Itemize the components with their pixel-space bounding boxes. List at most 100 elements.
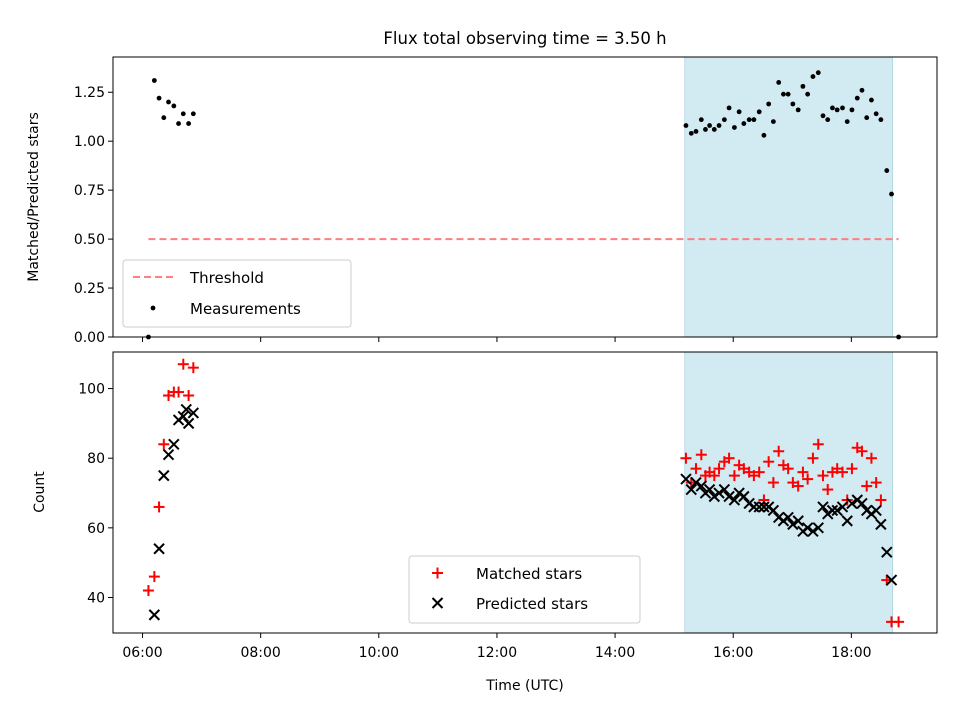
legend-matched-swatch — [432, 567, 443, 579]
measurement-point — [820, 113, 826, 119]
bottom-panel: 40 60 80 100 06:00 08:00 10:00 12:00 14:00 16:00 1… — [32, 351, 938, 694]
bottom-x-tick-label: 10:00 — [359, 645, 399, 661]
measurement-point — [731, 125, 737, 130]
top-axes-frame — [112, 56, 938, 338]
predicted-star-point — [158, 469, 170, 482]
measurement-point — [884, 168, 890, 173]
predicted-star-point — [787, 518, 799, 531]
predicted-star-stroke-b — [831, 504, 843, 517]
measurement-point — [800, 83, 806, 89]
matched-star-point — [861, 480, 873, 492]
measurement-point — [746, 117, 752, 123]
predicted-star-stroke-b — [856, 497, 868, 510]
matched-star-point — [767, 477, 779, 489]
measurement-point — [726, 105, 732, 111]
matched-star-point — [812, 438, 824, 450]
predicted-star-stroke-b — [753, 501, 765, 513]
matched-star-point — [846, 463, 858, 475]
predicted-star-point — [826, 504, 839, 517]
matched-star-point — [148, 571, 160, 583]
measurement-point — [180, 111, 186, 117]
measurement-point — [770, 119, 776, 125]
measurement-point — [849, 107, 855, 113]
predicted-star-point — [728, 494, 741, 506]
predicted-star-stroke-b — [153, 543, 165, 555]
predicted-star-point — [782, 511, 794, 524]
predicted-star-stroke-b — [885, 574, 898, 586]
matched-star-point — [177, 358, 189, 370]
legend-measurements-label: Measurements — [190, 300, 301, 318]
predicted-star-stroke-b — [680, 473, 692, 485]
predicted-star-stroke-b — [807, 525, 819, 538]
matched-star-point — [807, 452, 819, 464]
predicted-star-point — [856, 497, 868, 510]
predicted-star-stroke-b — [162, 449, 175, 461]
figure-title: Flux total observing time = 3.50 h — [383, 29, 666, 48]
predicted-star-point — [690, 476, 702, 489]
predicted-star-point — [695, 480, 708, 492]
matched-star-point — [817, 470, 829, 482]
predicted-star-point — [758, 501, 770, 513]
matched-star-point — [753, 466, 765, 478]
predicted-star-stroke-b — [158, 469, 170, 482]
legend-measurements-swatch — [150, 305, 156, 311]
measurement-point — [711, 127, 717, 132]
measurement-point — [171, 103, 177, 109]
measurement-point — [864, 115, 870, 121]
legend-predicted-stroke-b — [431, 597, 444, 609]
predicted-star-point — [753, 501, 765, 513]
matched-star-point — [792, 480, 804, 492]
predicted-star-stroke-b — [685, 483, 697, 496]
measurement-point — [834, 107, 840, 113]
predicted-star-stroke-b — [875, 518, 887, 531]
bottom-x-tick-label: 14:00 — [595, 645, 635, 661]
predicted-star-point — [718, 483, 731, 496]
predicted-star-stroke-b — [182, 417, 195, 430]
measurement-point — [151, 78, 157, 83]
predicted-star-stroke-b — [187, 407, 200, 419]
predicted-star-point — [685, 483, 697, 496]
bottom-x-tick-label: 12:00 — [477, 645, 517, 661]
matched-star-point — [758, 494, 770, 506]
predicted-star-stroke-b — [690, 476, 702, 489]
predicted-star-point — [767, 504, 780, 517]
matched-star-point — [802, 473, 814, 485]
measurement-point — [766, 101, 772, 107]
matched-star-point — [728, 470, 740, 482]
matched-star-point — [782, 463, 794, 475]
legend-matched-label: Matched stars — [476, 565, 582, 583]
predicted-star-point — [831, 504, 843, 517]
predicted-star-point — [817, 501, 829, 513]
measurement-point — [776, 80, 782, 85]
top-observing-window-shade — [684, 56, 893, 338]
measurement-point — [156, 95, 162, 101]
matched-star-point — [870, 477, 882, 489]
predicted-star-stroke-b — [738, 490, 750, 503]
matched-star-point — [856, 445, 868, 457]
predicted-star-point — [870, 504, 882, 517]
measurement-point — [707, 123, 712, 128]
predicted-star-stroke-b — [881, 546, 893, 558]
top-axes: 0.00 0.25 0.50 0.75 1.00 1.25 — [74, 56, 938, 346]
bottom-legend: Matched stars Predicted stars — [408, 555, 641, 624]
top-shaded-interval — [684, 56, 893, 338]
predicted-star-stroke-b — [846, 497, 858, 510]
predicted-star-stroke-b — [782, 511, 794, 524]
predicted-star-point — [881, 546, 893, 558]
bottom-y-tick-label: 80 — [87, 451, 105, 467]
measurement-point — [815, 70, 821, 76]
measurement-point — [693, 129, 699, 134]
predicted-star-stroke-b — [792, 515, 804, 527]
predicted-star-point — [713, 487, 725, 499]
matched-star-point — [822, 484, 834, 496]
predicted-star-point — [841, 515, 853, 527]
bottom-observing-window-shade — [684, 351, 893, 634]
matched-star-point — [173, 386, 185, 398]
predicted-star-stroke-b — [695, 480, 708, 492]
top-y-tick-label: 1.25 — [74, 85, 105, 101]
matched-star-point — [153, 501, 165, 513]
predicted-star-stroke-b — [801, 522, 814, 534]
measurement-point — [703, 127, 708, 132]
predicted-star-point — [812, 522, 824, 534]
measurement-point — [688, 130, 694, 136]
